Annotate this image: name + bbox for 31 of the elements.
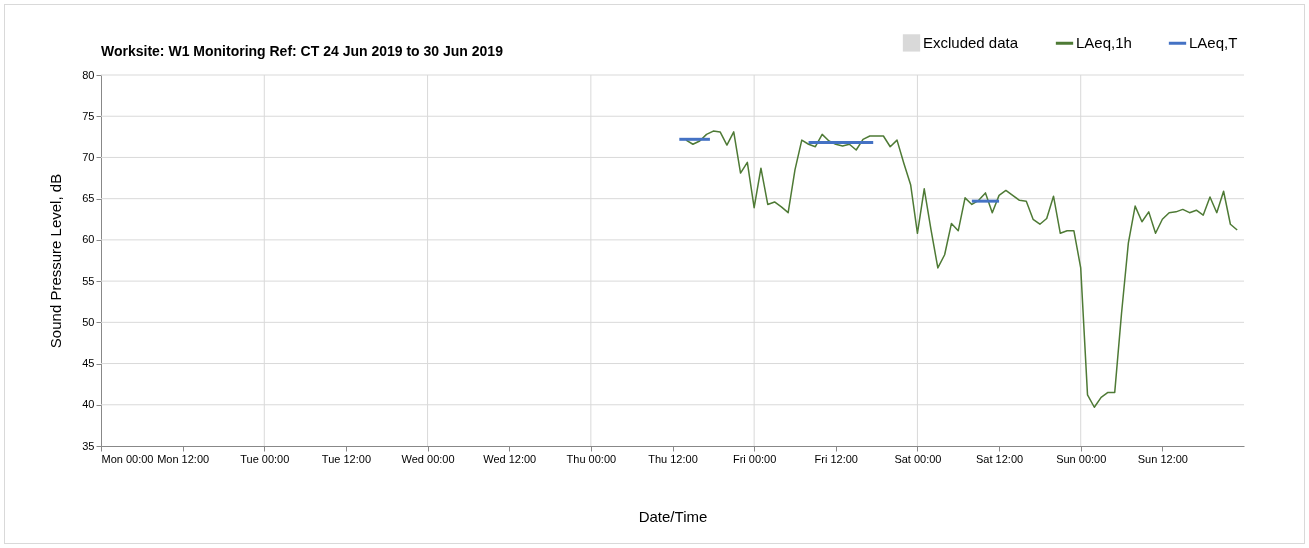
legend-label: LAeq,1h xyxy=(1076,34,1132,52)
x-tick-label: Wed 00:00 xyxy=(401,452,455,465)
y-tick-label: 80 xyxy=(82,68,95,81)
x-tick-label: Wed 12:00 xyxy=(483,452,537,465)
line-series xyxy=(685,130,1238,408)
y-tick-label: 65 xyxy=(82,192,95,205)
y-tick-label: 60 xyxy=(82,233,95,246)
legend-label: LAeq,T xyxy=(1189,34,1238,52)
x-tick-label: Mon 00:00 xyxy=(101,452,154,465)
y-tick-label: 70 xyxy=(82,150,95,163)
x-tick-label: Sun 12:00 xyxy=(1137,452,1188,465)
x-tick-label: Sat 00:00 xyxy=(894,452,942,465)
x-tick-label: Fri 00:00 xyxy=(732,452,777,465)
x-tick-label: Thu 12:00 xyxy=(648,452,698,465)
x-tick-label: Mon 12:00 xyxy=(157,452,210,465)
y-axis-title: Sound Pressure Level, dB xyxy=(47,173,65,349)
x-tick-label: Thu 00:00 xyxy=(566,452,617,465)
x-tick-label: Sun 00:00 xyxy=(1056,452,1107,465)
x-tick-label: Sat 12:00 xyxy=(976,452,1024,465)
y-tick-label: 55 xyxy=(82,274,95,287)
legend-label: Excluded data xyxy=(923,33,1019,51)
x-tick-label: Fri 12:00 xyxy=(814,452,858,465)
y-tick-label: 35 xyxy=(82,439,95,452)
x-tick-label: Tue 12:00 xyxy=(321,452,371,465)
y-tick-label: 50 xyxy=(82,315,95,328)
x-tick-label: Tue 00:00 xyxy=(240,452,290,465)
chart-title: Worksite: W1 Monitoring Ref: CT 24 Jun 2019 to 30 Jun 2019 xyxy=(101,43,504,59)
y-tick-label: 75 xyxy=(82,109,95,122)
x-axis-title: Date/Time xyxy=(638,507,708,525)
y-tick-label: 45 xyxy=(82,357,95,370)
y-tick-label: 40 xyxy=(82,398,95,411)
